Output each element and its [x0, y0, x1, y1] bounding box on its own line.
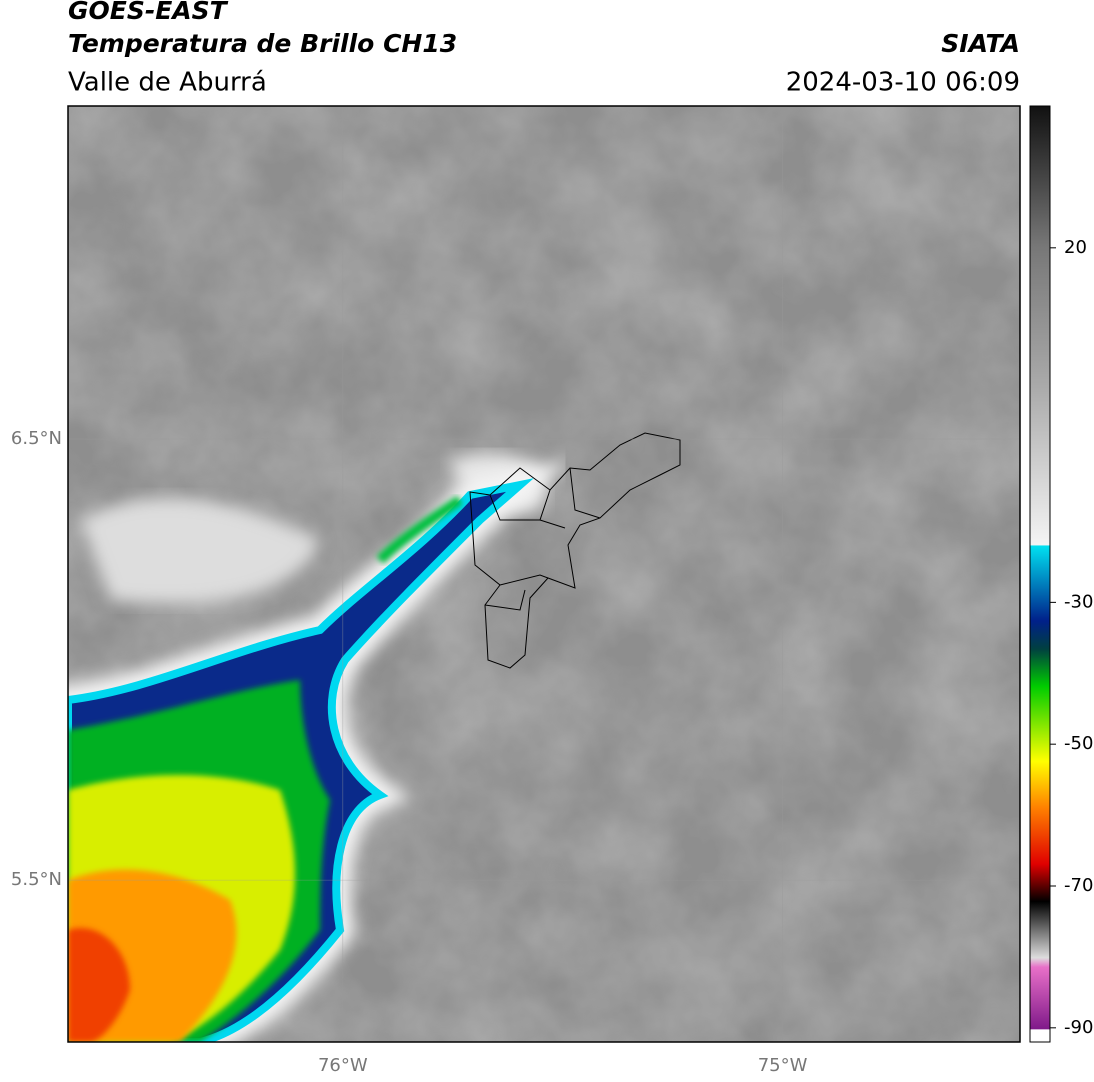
colorbar-tick-label: 20	[1064, 237, 1087, 258]
colorbar	[1029, 105, 1051, 1043]
region: Valle de Aburrá	[68, 68, 267, 98]
source: SIATA	[941, 29, 1020, 58]
subtitle: Temperatura de Brillo CH13	[68, 29, 457, 58]
colorbar-tick-label: -30	[1064, 591, 1093, 612]
colorbar-tick-label: -70	[1064, 875, 1093, 896]
colorbar-tick-label: -50	[1064, 733, 1093, 754]
colorbar-tick-label: -90	[1064, 1017, 1093, 1038]
datetime: 2024-03-10 06:09	[786, 68, 1020, 98]
y-tick-label: 5.5°N	[11, 869, 62, 890]
x-tick-label: 76°W	[318, 1055, 368, 1076]
map-frame	[67, 105, 1021, 1043]
x-tick-label: 75°W	[758, 1055, 808, 1076]
y-tick-label: 6.5°N	[11, 428, 62, 449]
title: GOES-EAST	[68, 0, 229, 25]
map-image	[68, 106, 1020, 1042]
municipal-boundaries	[469, 432, 681, 669]
